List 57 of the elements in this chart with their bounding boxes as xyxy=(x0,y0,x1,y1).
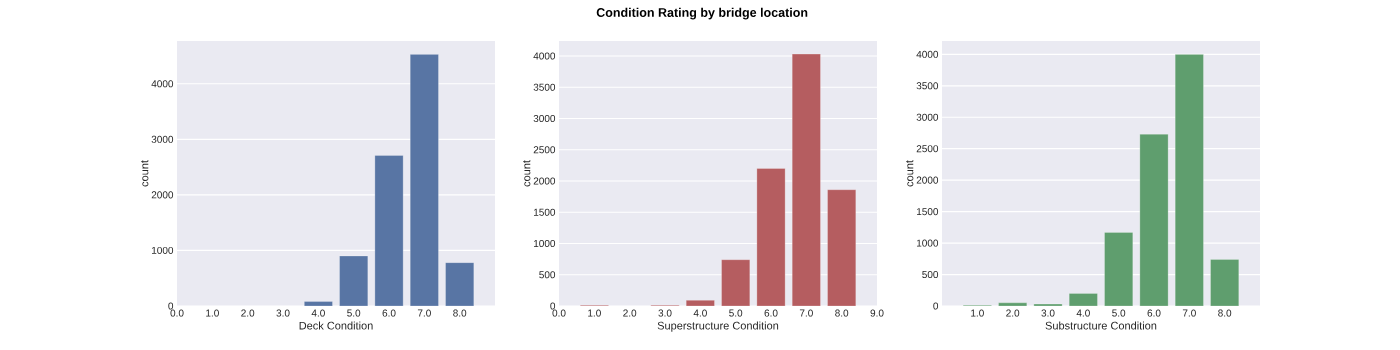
y-tick-label: 3000 xyxy=(533,114,556,123)
x-tick-label: 6.0 xyxy=(382,309,396,317)
x-tick-label: 4.0 xyxy=(1076,309,1090,317)
y-tick-label: 2000 xyxy=(533,177,556,185)
x-tick-label: 3.0 xyxy=(1041,309,1055,317)
y-axis-title: count xyxy=(141,160,149,187)
y-tick-label: 4000 xyxy=(151,80,174,88)
x-tick-label: 7.0 xyxy=(1182,309,1196,317)
y-axis-title: count xyxy=(906,160,914,187)
y-tick-label: 1000 xyxy=(916,239,939,247)
y-tick-label: 2000 xyxy=(151,191,174,199)
x-tick-label: 6.0 xyxy=(1147,309,1161,317)
y-tick-label: 3500 xyxy=(533,83,556,91)
x-tick-label: 4.0 xyxy=(311,309,325,317)
y-tick-label: 2000 xyxy=(916,176,939,184)
y-tick-label: 0 xyxy=(168,302,174,310)
y-tick-label: 2500 xyxy=(533,146,556,154)
y-tick-label: 0 xyxy=(933,302,939,310)
y-tick-label: 3000 xyxy=(916,113,939,121)
x-tick-label: 0.0 xyxy=(552,309,566,317)
x-tick-label: 4.0 xyxy=(693,309,707,317)
y-tick-label: 0 xyxy=(550,302,556,310)
y-axis-title: count xyxy=(523,160,531,187)
x-tick-label: 3.0 xyxy=(658,309,672,317)
x-tick-label: 6.0 xyxy=(764,309,778,317)
x-tick-label: 8.0 xyxy=(453,309,467,317)
x-tick-label: 1.0 xyxy=(971,309,984,317)
y-tick-label: 1500 xyxy=(916,208,939,216)
y-tick-label: 3500 xyxy=(916,82,939,90)
y-tick-label: 1000 xyxy=(152,246,174,254)
x-tick-label: 2.0 xyxy=(623,309,637,317)
x-tick-label: 5.0 xyxy=(1112,309,1126,317)
chart-title: Condition Rating by bridge location xyxy=(596,7,808,20)
x-tick-label: 1.0 xyxy=(206,309,219,317)
x-tick-label: 5.0 xyxy=(347,309,361,317)
x-tick-label: 8.0 xyxy=(1218,309,1232,317)
x-tick-label: 7.0 xyxy=(799,309,813,317)
y-tick-label: 2500 xyxy=(916,145,939,153)
x-tick-label: 1.0 xyxy=(588,309,601,317)
x-tick-label: 0.0 xyxy=(170,309,184,317)
y-tick-label: 1500 xyxy=(534,208,556,216)
y-tick-label: 1000 xyxy=(534,239,556,248)
y-tick-label: 4000 xyxy=(533,52,556,60)
y-tick-label: 4000 xyxy=(916,50,939,58)
x-tick-label: 2.0 xyxy=(1006,309,1020,317)
x-tick-label: 5.0 xyxy=(729,309,743,317)
x-axis-title: Superstructure Condition xyxy=(657,321,779,332)
x-axis-title: Substructure Condition xyxy=(1045,321,1157,330)
x-tick-label: 3.0 xyxy=(276,309,290,317)
x-tick-label: 7.0 xyxy=(417,309,431,317)
y-tick-label: 3000 xyxy=(151,135,174,143)
x-tick-label: 8.0 xyxy=(835,309,849,317)
x-tick-label: 2.0 xyxy=(241,309,255,317)
y-tick-label: 500 xyxy=(539,271,556,279)
x-axis-title: Deck Condition xyxy=(299,321,373,330)
y-tick-label: 500 xyxy=(922,270,939,279)
x-tick-label: 9.0 xyxy=(870,309,884,317)
